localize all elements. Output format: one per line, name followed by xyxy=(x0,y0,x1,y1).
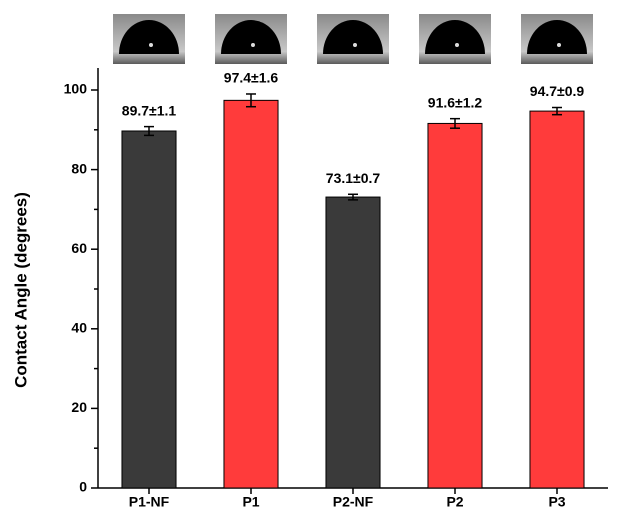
droplet-glint xyxy=(455,43,459,47)
y-tick-label: 80 xyxy=(71,160,87,176)
y-axis-label: Contact Angle (degrees) xyxy=(11,192,30,388)
bar xyxy=(428,123,482,488)
value-label: 91.6±1.2 xyxy=(428,94,483,110)
value-label: 97.4±1.6 xyxy=(224,70,279,86)
y-tick-label: 100 xyxy=(64,81,88,97)
droplet-glint xyxy=(557,43,561,47)
value-label: 89.7±1.1 xyxy=(122,102,177,118)
x-tick-label: P3 xyxy=(548,494,565,510)
bar xyxy=(122,131,176,488)
bar xyxy=(530,111,584,488)
bar xyxy=(224,100,278,488)
x-tick-label: P2-NF xyxy=(333,494,374,510)
droplet-glint xyxy=(251,43,255,47)
x-tick-label: P1-NF xyxy=(129,494,170,510)
droplet-glint xyxy=(149,43,153,47)
y-tick-label: 40 xyxy=(71,320,87,336)
value-label: 73.1±0.7 xyxy=(326,170,381,186)
x-tick-label: P1 xyxy=(242,494,259,510)
bar xyxy=(326,197,380,488)
y-tick-label: 60 xyxy=(71,240,87,256)
y-tick-label: 20 xyxy=(71,399,87,415)
value-label: 94.7±0.9 xyxy=(530,83,585,99)
y-tick-label: 0 xyxy=(79,479,87,495)
droplet-glint xyxy=(353,43,357,47)
x-tick-label: P2 xyxy=(446,494,463,510)
chart: Contact Angle (degrees) 0 20 40 60 80 100 P1-N… xyxy=(0,0,622,511)
